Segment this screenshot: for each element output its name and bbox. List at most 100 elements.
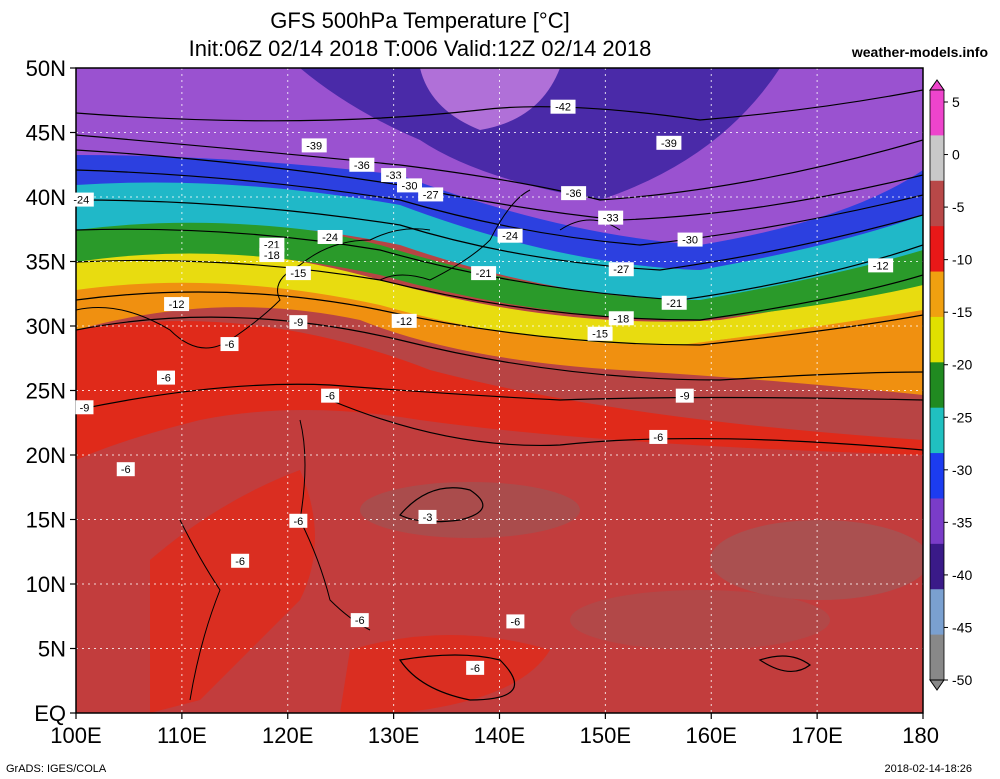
- contour-label: -15: [285, 266, 311, 281]
- svg-text:-12: -12: [873, 260, 889, 272]
- contour-label: -39: [656, 135, 682, 150]
- svg-text:-21: -21: [476, 268, 492, 280]
- svg-text:-42: -42: [555, 102, 571, 114]
- lat-tick-label: 30N: [26, 314, 66, 339]
- colorbar-label: -15: [952, 304, 972, 320]
- colorbar-swatch: [930, 543, 944, 590]
- lon-axis: 100E 110E 120E 130E 140E 150E 160E 170E 180: [50, 713, 939, 748]
- contour-label: -6: [350, 613, 369, 628]
- colorbar-swatch: [930, 407, 944, 454]
- lon-tick-label: 170E: [791, 723, 842, 748]
- colorbar-label: -10: [952, 252, 972, 268]
- colorbar-label: -25: [952, 409, 972, 425]
- contour-label: -18: [259, 248, 285, 263]
- credit-label: GrADS: IGES/COLA: [6, 763, 107, 775]
- colorbar-swatch: [930, 135, 944, 182]
- svg-text:-6: -6: [355, 615, 365, 627]
- contour-label: -36: [561, 186, 587, 201]
- contour-label: -15: [587, 326, 613, 341]
- lat-tick-label: EQ: [34, 701, 66, 726]
- site-label: weather-models.info: [851, 44, 988, 60]
- contour-label: -24: [317, 229, 343, 244]
- contour-label: -6: [466, 660, 485, 675]
- lat-tick-label: 20N: [26, 443, 66, 468]
- contour-label: -6: [231, 553, 250, 568]
- svg-text:-9: -9: [680, 391, 690, 403]
- svg-text:-36: -36: [354, 160, 370, 172]
- svg-text:-21: -21: [666, 298, 682, 310]
- svg-text:-33: -33: [603, 213, 619, 225]
- contour-label: -42: [550, 99, 576, 114]
- contour-label: -24: [497, 228, 523, 243]
- coastlines: [76, 189, 621, 701]
- colorbar-swatch: [930, 362, 944, 409]
- svg-text:-24: -24: [322, 232, 338, 244]
- svg-text:-39: -39: [306, 140, 322, 152]
- colorbar-swatch: [930, 271, 944, 318]
- colorbar-swatch: [930, 453, 944, 499]
- svg-text:-24: -24: [502, 231, 518, 243]
- colorbar-label: -5: [952, 199, 965, 215]
- contour-label: -27: [418, 187, 444, 202]
- svg-text:-6: -6: [470, 663, 480, 675]
- lon-tick-label: 160E: [686, 723, 737, 748]
- contour-label: -39: [301, 138, 327, 153]
- svg-text:-9: -9: [293, 317, 303, 329]
- colorbar: 5 0 -5 -10 -15 -20 -25 -30 -35 -40 -45 -50: [929, 79, 972, 691]
- contour-label: -6: [116, 462, 135, 477]
- colorbar-swatch: [930, 180, 944, 227]
- svg-text:-30: -30: [682, 235, 698, 247]
- contour-label: -9: [675, 388, 694, 403]
- colorbar-label: -50: [952, 672, 972, 688]
- svg-text:-6: -6: [225, 339, 235, 351]
- contour-label: -6: [321, 388, 340, 403]
- colorbar-swatch: [930, 589, 944, 636]
- lon-tick-label: 120E: [262, 723, 313, 748]
- contour-label: -12: [868, 258, 894, 273]
- colorbar-label: 5: [952, 94, 960, 110]
- lon-tick-label: 110E: [157, 723, 207, 748]
- map-title: GFS 500hPa Temperature [°C]: [270, 8, 570, 33]
- svg-text:-6: -6: [235, 556, 245, 568]
- contour-label: -36: [349, 157, 375, 172]
- colorbar-label: 0: [952, 147, 960, 163]
- contour-label: -21: [471, 266, 497, 281]
- contour-label: -33: [598, 210, 624, 225]
- svg-text:-6: -6: [510, 616, 520, 628]
- svg-text:-3: -3: [423, 512, 433, 524]
- lon-tick-label: 140E: [474, 723, 525, 748]
- contour-label: -9: [75, 400, 94, 415]
- lat-tick-label: 40N: [26, 185, 66, 210]
- svg-text:-6: -6: [653, 432, 663, 444]
- contour-label: -6: [649, 429, 668, 444]
- colorbar-swatch: [930, 90, 944, 136]
- contour-label: -18: [608, 311, 634, 326]
- map-subtitle: Init:06Z 02/14 2018 T:006 Valid:12Z 02/1…: [188, 36, 652, 61]
- colorbar-label: -30: [952, 462, 972, 478]
- contour-label: -6: [220, 337, 239, 352]
- lon-tick-label: 150E: [580, 723, 631, 748]
- svg-text:-18: -18: [264, 250, 280, 262]
- contour-label: -24: [68, 192, 94, 207]
- contour-label: -6: [289, 513, 308, 528]
- lon-tick-label: 180: [902, 723, 939, 748]
- contour-label: -27: [608, 262, 634, 277]
- lat-tick-label: 10N: [26, 572, 66, 597]
- svg-text:-6: -6: [161, 373, 171, 385]
- contour-label: -9: [289, 315, 308, 330]
- svg-text:-6: -6: [121, 464, 131, 476]
- colorbar-label: -20: [952, 357, 972, 373]
- contour-label: -12: [164, 297, 190, 312]
- svg-text:-27: -27: [423, 189, 439, 201]
- lon-tick-label: 100E: [50, 723, 101, 748]
- contour-label: -3: [418, 509, 437, 524]
- svg-text:-12: -12: [169, 299, 185, 311]
- colorbar-swatch: [930, 634, 944, 681]
- colorbar-swatch: [930, 316, 944, 363]
- contour-label: -30: [397, 178, 423, 193]
- contour-label: -6: [506, 614, 525, 629]
- colorbar-swatch: [930, 226, 944, 273]
- lat-tick-label: 35N: [26, 250, 66, 275]
- svg-text:-27: -27: [613, 264, 629, 276]
